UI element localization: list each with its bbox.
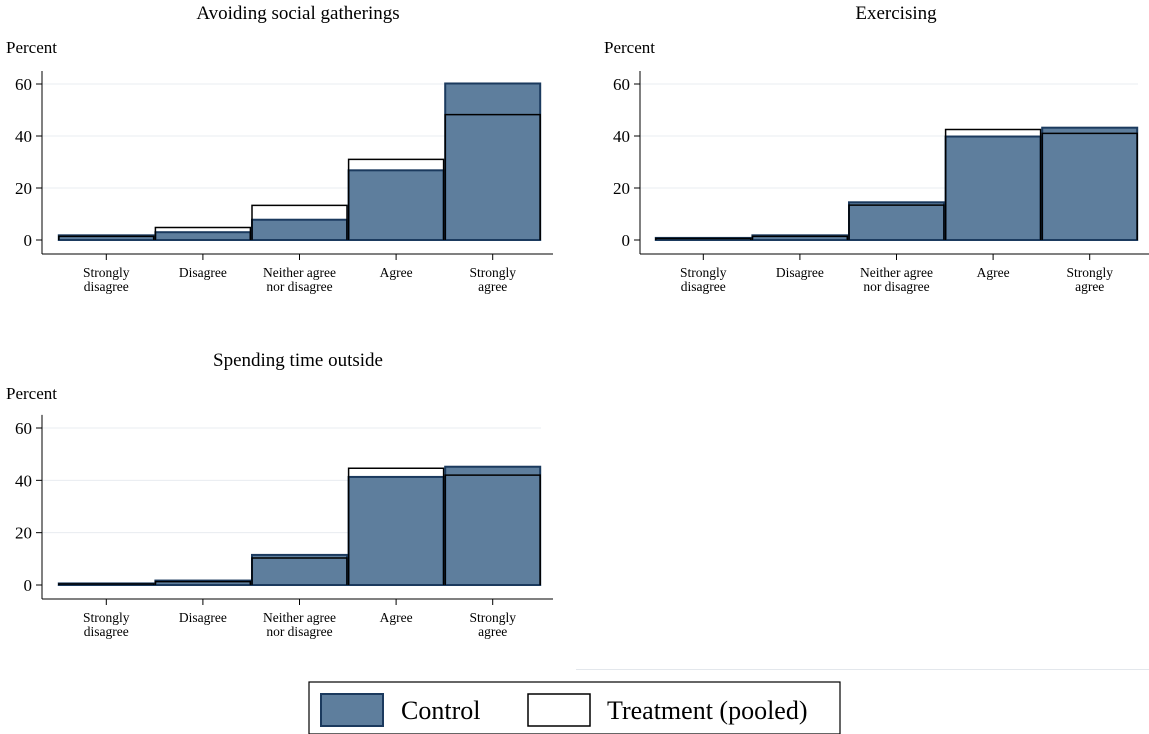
- x-tick-label: Strongly disagree: [83, 610, 130, 639]
- x-tick-label-line: nor disagree: [266, 624, 332, 639]
- legend-swatch-treatment: [527, 693, 591, 727]
- x-tick-label-line: Strongly: [680, 265, 727, 280]
- panel-title: Avoiding social gatherings: [196, 3, 399, 24]
- x-tick-label-line: Strongly: [83, 265, 130, 280]
- bar-treatment: [347, 158, 445, 240]
- bar-treatment: [347, 467, 445, 585]
- x-tick-label-line: Neither agree: [263, 610, 336, 625]
- y-tick-label: 60: [15, 75, 32, 94]
- x-tick-label-line: agree: [478, 279, 507, 294]
- panel-1: Avoiding social gatherings Percent 0 20 40 60…: [6, 3, 553, 294]
- bar-treatment: [58, 583, 155, 585]
- panel-title: Spending time outside: [213, 350, 383, 371]
- x-tick-label: Agree: [380, 610, 413, 625]
- x-tick-label-line: Strongly: [469, 610, 516, 625]
- panel-title: Exercising: [855, 3, 937, 24]
- x-tick-label: Neither agree nor disagree: [263, 265, 336, 294]
- x-tick-label-line: Disagree: [179, 610, 227, 625]
- x-tick-label-line: Disagree: [776, 265, 824, 280]
- bar-treatment: [444, 113, 541, 240]
- bar-treatment: [944, 128, 1042, 240]
- bar-treatment: [444, 474, 541, 585]
- bar-treatment: [655, 237, 752, 240]
- legend: Control Treatment (pooled): [308, 681, 841, 734]
- x-tick-label-line: disagree: [84, 279, 129, 294]
- x-tick-label-line: Strongly: [469, 265, 516, 280]
- y-tick-label: 40: [15, 127, 32, 146]
- y-axis-label: Percent: [604, 38, 655, 57]
- bar-control: [251, 553, 348, 586]
- x-tick-label: Disagree: [776, 265, 824, 280]
- bar-control: [347, 475, 445, 587]
- y-axis-label: Percent: [6, 38, 57, 57]
- bar-treatment: [848, 204, 945, 240]
- y-tick-label: 60: [613, 75, 630, 94]
- y-tick-label: 40: [15, 471, 32, 490]
- chart-panels: Avoiding social gatherings Percent 0 20 40 60…: [6, 3, 1149, 639]
- bar-treatment: [1041, 132, 1138, 240]
- x-tick-label-line: disagree: [681, 279, 726, 294]
- x-tick-label: Strongly disagree: [680, 265, 727, 294]
- x-tick-label-line: Agree: [977, 265, 1010, 280]
- y-tick-label: 20: [15, 179, 32, 198]
- y-tick-label: 60: [15, 419, 32, 438]
- x-tick-label: Strongly agree: [469, 265, 516, 294]
- x-tick-label: Strongly disagree: [83, 265, 130, 294]
- y-tick-label: 20: [15, 524, 32, 543]
- bar-control: [444, 465, 542, 586]
- x-tick-label: Strongly agree: [469, 610, 516, 639]
- x-tick-label-line: Agree: [380, 610, 413, 625]
- bar-control: [154, 231, 252, 241]
- x-tick-label: Disagree: [179, 610, 227, 625]
- x-tick-label: Strongly agree: [1066, 265, 1113, 294]
- bar-treatment: [154, 226, 252, 240]
- x-tick-label: Neither agree nor disagree: [263, 610, 336, 639]
- x-tick-label-line: Strongly: [83, 610, 130, 625]
- legend-swatch-control: [320, 693, 384, 727]
- x-tick-label-line: disagree: [84, 624, 129, 639]
- y-tick-label: 0: [622, 231, 631, 250]
- y-tick-label: 0: [24, 231, 33, 250]
- bar-treatment: [251, 557, 348, 585]
- legend-label-control: Control: [401, 696, 480, 725]
- x-tick-label-line: agree: [1075, 279, 1104, 294]
- legend-label-treatment: Treatment (pooled): [607, 696, 808, 725]
- x-tick-label-line: Disagree: [179, 265, 227, 280]
- x-tick-label-line: nor disagree: [863, 279, 929, 294]
- x-tick-label-line: nor disagree: [266, 279, 332, 294]
- bar-treatment: [251, 204, 348, 240]
- x-tick-label: Neither agree nor disagree: [860, 265, 933, 294]
- bar-treatment: [154, 580, 252, 585]
- x-tick-label: Agree: [977, 265, 1010, 280]
- y-axis-label: Percent: [6, 384, 57, 403]
- panel-3: Spending time outside Percent 0 20 40 60 Stron…: [6, 350, 553, 639]
- bar-control: [1041, 126, 1139, 241]
- bar-control: [944, 135, 1042, 242]
- y-tick-label: 20: [613, 179, 630, 198]
- y-tick-label: 40: [613, 127, 630, 146]
- bar-treatment: [58, 235, 155, 240]
- x-tick-label-line: agree: [478, 624, 507, 639]
- x-tick-label-line: Strongly: [1066, 265, 1113, 280]
- x-tick-label: Disagree: [179, 265, 227, 280]
- y-tick-label: 0: [24, 576, 33, 595]
- x-tick-label-line: Neither agree: [860, 265, 933, 280]
- x-tick-label-line: Agree: [380, 265, 413, 280]
- bar-control: [251, 218, 348, 242]
- bar-control: [848, 201, 945, 242]
- x-tick-label: Agree: [380, 265, 413, 280]
- bar-control: [347, 169, 445, 242]
- x-tick-label-line: Neither agree: [263, 265, 336, 280]
- bar-treatment: [751, 235, 849, 240]
- bar-control: [444, 82, 542, 242]
